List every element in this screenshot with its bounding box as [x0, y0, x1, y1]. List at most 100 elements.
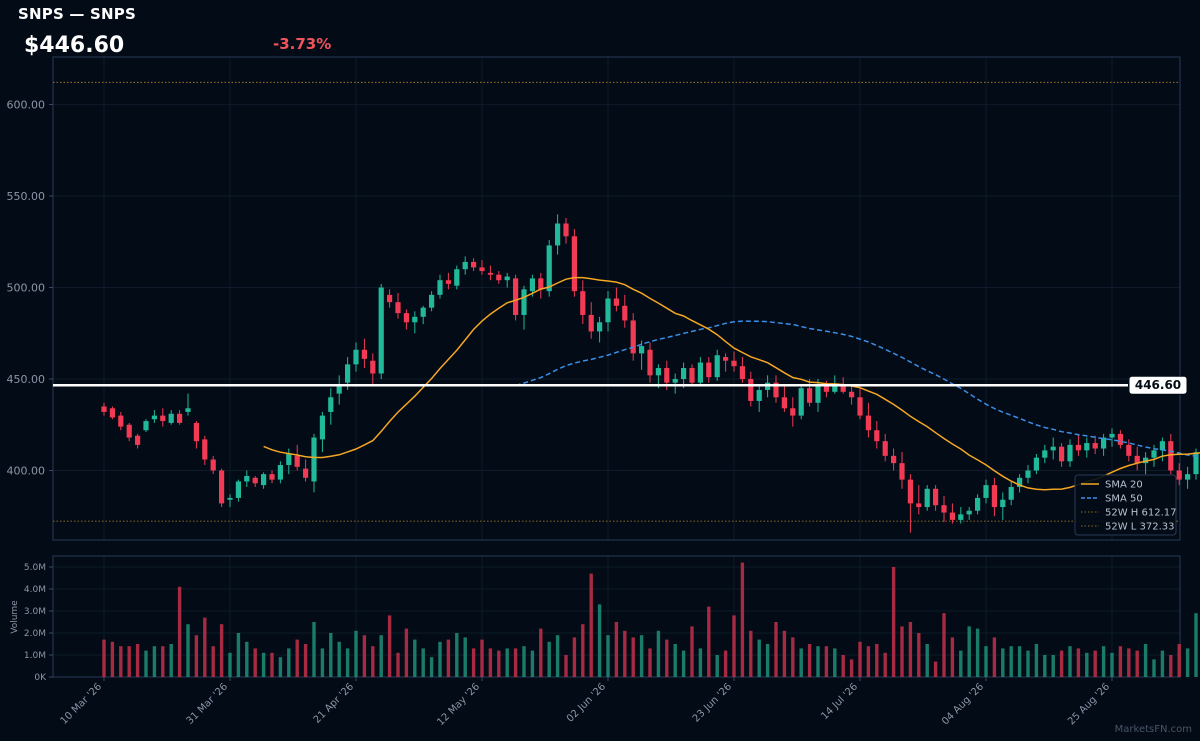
candle: [739, 357, 745, 383]
candle-body: [647, 349, 653, 376]
candle-body: [857, 397, 863, 416]
candle: [924, 485, 930, 511]
date-tick-label: 04 Aug '26: [940, 681, 986, 727]
volume-bar: [1059, 650, 1064, 677]
candle: [899, 452, 905, 489]
volume-bar: [732, 615, 736, 677]
volume-bar: [740, 562, 745, 677]
volume-bar: [597, 604, 602, 677]
price-change-percent: -3.73%: [273, 35, 332, 53]
candle: [353, 342, 359, 372]
candle: [521, 285, 527, 330]
volume-bar: [413, 639, 417, 677]
candle: [933, 485, 939, 511]
volume-bar: [1034, 644, 1039, 677]
volume-bar: [505, 648, 509, 677]
candle-body: [378, 287, 384, 374]
candle: [479, 260, 485, 275]
candle-body: [219, 470, 225, 504]
candle-body: [882, 441, 888, 456]
candle-body: [983, 485, 989, 498]
volume-bar: [992, 637, 997, 677]
price-tick-label: 450.00: [7, 373, 46, 386]
volume-bar: [1068, 646, 1072, 677]
candle-body: [597, 322, 603, 332]
candle-body: [412, 316, 418, 323]
volume-bar: [127, 646, 131, 677]
candle-body: [706, 362, 712, 378]
volume-bar: [371, 646, 375, 677]
candle: [975, 494, 981, 515]
candle: [1084, 437, 1090, 458]
candle-body: [714, 355, 720, 378]
candle-body: [723, 357, 729, 361]
candle-body: [185, 408, 191, 412]
candle: [311, 433, 317, 493]
candle: [487, 265, 493, 281]
candle: [563, 218, 569, 244]
candle: [244, 470, 250, 487]
candle-body: [1033, 457, 1039, 471]
candle: [639, 340, 645, 370]
candle-body: [823, 386, 829, 392]
volume-bar: [799, 648, 803, 677]
candle: [983, 479, 989, 504]
candle-body: [874, 430, 880, 442]
volume-bar: [866, 646, 871, 677]
candle-body: [865, 415, 871, 431]
candle-body: [1067, 444, 1073, 462]
volume-bar: [287, 648, 291, 677]
candle: [294, 444, 300, 471]
volume-bar: [421, 648, 425, 677]
candle: [261, 472, 267, 489]
volume-bar: [833, 648, 837, 677]
candle: [429, 291, 435, 312]
candle-body: [991, 485, 997, 508]
date-tick-label: 10 Mar '26: [59, 681, 105, 727]
candle-body: [387, 294, 393, 303]
volume-bar: [648, 648, 652, 677]
date-tick-label: 02 Jun '26: [565, 681, 608, 724]
candle-body: [655, 368, 661, 376]
candle-body: [151, 415, 157, 420]
volume-bar: [967, 626, 971, 677]
volume-bar: [295, 639, 299, 677]
last-price-tag-label: 446.60: [1135, 378, 1181, 392]
candle-body: [605, 298, 611, 323]
price-tick-label: 600.00: [7, 99, 46, 112]
candle-body: [907, 479, 913, 504]
volume-bar: [337, 641, 341, 677]
candle-body: [555, 223, 561, 246]
candle: [580, 280, 586, 325]
volume-bar: [589, 573, 593, 677]
last-price-line: 446.60: [53, 375, 1188, 395]
volume-bars: [102, 562, 1198, 677]
candle: [403, 309, 409, 330]
candle-body: [697, 362, 703, 383]
volume-bar: [102, 639, 106, 677]
candle: [378, 283, 384, 379]
candle: [370, 353, 376, 385]
candle: [706, 357, 712, 383]
volume-bar: [639, 635, 644, 677]
candle-body: [1159, 441, 1165, 451]
candle-body: [966, 510, 972, 515]
candle: [303, 459, 309, 482]
legend-label: SMA 20: [1105, 480, 1143, 491]
candle: [882, 433, 888, 462]
candle-body: [353, 349, 359, 365]
volume-bar: [530, 650, 535, 677]
volume-bar: [362, 635, 367, 677]
date-tick-label: 14 Jul '26: [819, 681, 860, 722]
candle-body: [319, 415, 325, 440]
candle: [815, 379, 821, 412]
candle: [781, 386, 787, 412]
candle-body: [1126, 444, 1132, 456]
candle: [420, 305, 426, 325]
volume-tick-label: 3.0M: [24, 607, 46, 617]
candle: [731, 351, 737, 372]
volume-bar: [975, 628, 980, 677]
candle-body: [277, 464, 283, 480]
candle: [277, 461, 283, 484]
